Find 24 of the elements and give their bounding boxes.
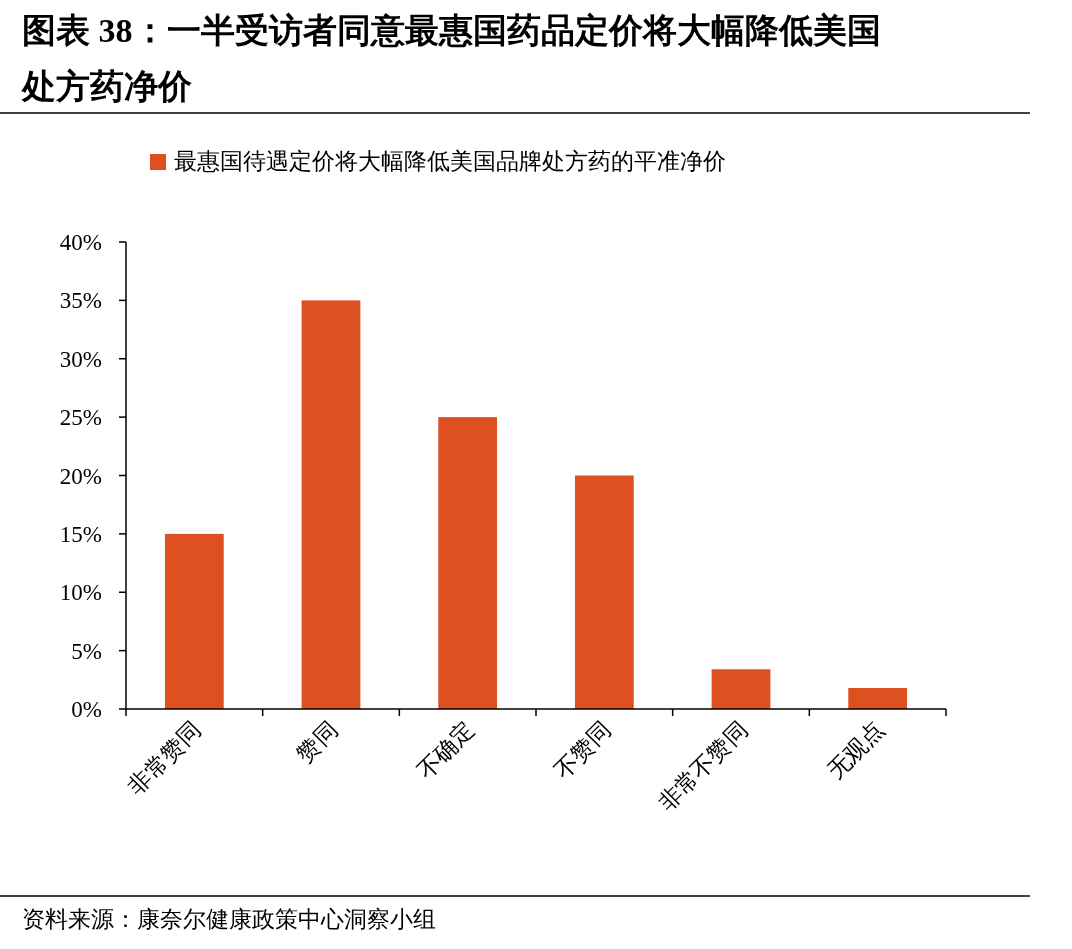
y-tick-label: 35% (59, 288, 102, 314)
x-tick-label: 不赞同 (549, 716, 616, 784)
x-tick-label: 赞同 (292, 716, 343, 768)
y-tick-label: 15% (59, 521, 102, 547)
text: 资料来源：康奈尔健康政策中心洞察小组 (22, 907, 436, 932)
bar (574, 475, 634, 709)
x-tick-label: 非常不赞同 (653, 716, 753, 816)
x-tick-label: 非常赞同 (123, 716, 206, 800)
chart-title: 图表 38：一半受访者同意最惠国药品定价将大幅降低美国处方药净价 (21, 12, 881, 105)
y-tick-label: 40% (59, 230, 102, 255)
bar (438, 417, 498, 709)
bar (164, 533, 224, 709)
bar (711, 669, 771, 709)
y-tick-label: 5% (71, 638, 102, 664)
y-tick-label: 25% (59, 405, 102, 431)
legend-label: 最惠国待遇定价将大幅降低美国品牌处方药的平准净价 (174, 149, 726, 174)
bar (848, 687, 908, 709)
y-tick-label: 20% (59, 463, 102, 489)
x-tick-label: 无观点 (822, 716, 890, 784)
bar (301, 300, 361, 709)
y-tick-label: 30% (59, 346, 102, 372)
y-tick-label: 10% (59, 580, 102, 606)
y-tick-label: 0% (71, 697, 102, 722)
x-tick-label: 不确定 (412, 716, 480, 784)
